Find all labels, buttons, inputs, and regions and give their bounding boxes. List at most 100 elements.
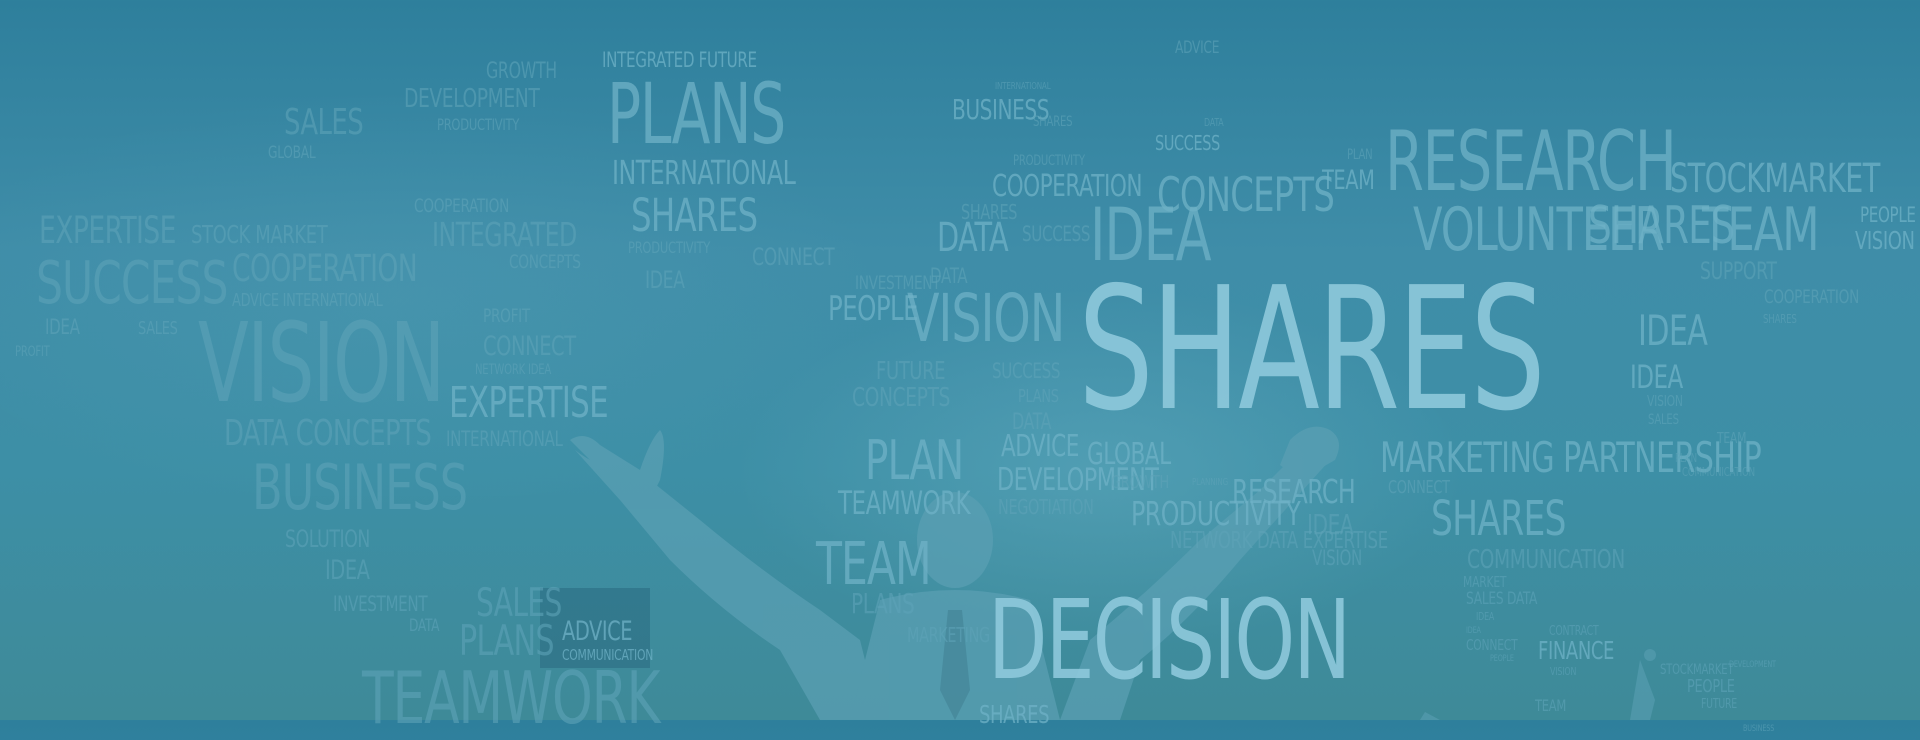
right-hand: [1280, 426, 1339, 480]
cloud-word: PEOPLE: [828, 289, 919, 329]
cloud-word: VISION: [1550, 665, 1577, 678]
cloud-word: EXPERTISE: [39, 209, 176, 252]
cloud-word: TEAM: [1535, 696, 1567, 715]
cloud-word: SALES DATA: [1466, 589, 1538, 609]
cloud-word: TEAM: [1702, 195, 1820, 265]
cloud-word: PEOPLE: [1860, 203, 1916, 227]
cloud-word: PROFIT: [15, 344, 50, 360]
cloud-word: SUCCESS: [36, 248, 228, 317]
cloud-word: TEAMWORK: [362, 656, 660, 740]
cloud-word: BUSINESS: [252, 451, 468, 524]
cloud-word: FINANCE: [1538, 636, 1615, 665]
cloud-word: PLAN: [1675, 451, 1697, 465]
cloud-word: RESEARCH: [1232, 472, 1356, 511]
cloud-word: PLAN: [865, 429, 964, 492]
cloud-word: TEAM: [816, 529, 932, 598]
cloud-word: SUCCESS: [1155, 131, 1220, 155]
cloud-word: INTERNATIONAL: [612, 153, 796, 192]
cloud-word: SALES: [476, 581, 562, 626]
cloud-word: GLOBAL: [1087, 437, 1171, 472]
cloud-word: SHARES: [1033, 114, 1073, 130]
cloud-word: PEOPLE: [1490, 654, 1514, 664]
cloud-word: INVESTMENT: [855, 272, 941, 294]
cloud-word: CONCEPTS: [509, 251, 581, 273]
cloud-word: MARKETING: [907, 623, 990, 647]
cloud-word: PLANS: [607, 65, 786, 163]
cloud-word: COMMUNICATION: [1682, 465, 1755, 479]
cloud-word: SHARES: [961, 200, 1018, 224]
cloud-word: STOCK MARKET: [191, 220, 328, 249]
right-arm: [1060, 446, 1330, 720]
cloud-word: DATA: [1204, 116, 1224, 129]
tie: [940, 610, 970, 720]
cloud-word: SUCCESS: [992, 359, 1061, 383]
cloud-word: SHARES: [1078, 251, 1546, 449]
cloud-word: BUSINESS: [1743, 724, 1775, 734]
cloud-word: NEGOTIATION: [998, 495, 1094, 519]
cloud-word: VISION: [1647, 392, 1683, 410]
cloud-word: RESEARCH: [1385, 113, 1677, 210]
cloud-word: IDEA: [45, 315, 80, 339]
cloud-word: ADVICE: [1175, 38, 1220, 58]
cloud-word: ADVICE: [1001, 429, 1079, 464]
cloud-word: IDEA: [325, 555, 370, 586]
small-figure-2: [1420, 712, 1440, 720]
cloud-word: SHARES: [1431, 491, 1566, 547]
cloud-word: COMMUNICATION: [1467, 545, 1625, 575]
cloud-word: DATA: [930, 264, 968, 288]
cloud-word: CONCEPTS: [852, 383, 950, 413]
cloud-word: SUCCESS: [1022, 222, 1091, 246]
cloud-word: INVESTMENT: [333, 592, 428, 616]
cloud-word: PLAN: [1347, 147, 1373, 163]
cloud-word: SHARES: [631, 189, 758, 242]
cloud-word: CONNECT: [483, 331, 576, 362]
cloud-word: DECISION: [988, 576, 1351, 704]
tablet: [540, 588, 650, 668]
cloud-word: SALES: [1648, 412, 1679, 428]
cloud-word: IDEA: [1476, 610, 1495, 623]
cloud-word: STOCKMARKET: [1660, 662, 1734, 678]
small-figure-head: [1644, 649, 1656, 661]
cloud-word: VISION: [1312, 546, 1363, 570]
cloud-word: IDEA: [1307, 508, 1354, 541]
cloud-word: SHARES: [1763, 312, 1797, 326]
cloud-word: FUTURE: [1701, 697, 1737, 712]
businessman-silhouette: [540, 426, 1656, 720]
cloud-word: INTEGRATED: [432, 215, 577, 254]
cloud-word: INTERNATIONAL: [446, 427, 563, 451]
cloud-word: VISION: [907, 280, 1065, 357]
cloud-word: TEAM: [1717, 429, 1747, 447]
cloud-word: COOPERATION: [414, 195, 510, 217]
cloud-word: INTERNATIONAL: [995, 81, 1051, 92]
cloud-word: CONNECT: [752, 243, 835, 271]
cloud-word: ADVICE: [562, 616, 633, 647]
cloud-word: NETWORK IDEA: [475, 362, 552, 378]
cloud-word: FUTURE: [876, 356, 946, 385]
cloud-word: DATA: [409, 616, 440, 636]
cloud-word: COOPERATION: [232, 247, 418, 290]
cloud-word: ADVICE INTERNATIONAL: [232, 290, 383, 311]
cloud-word: PLANS: [851, 587, 915, 620]
cloud-word: CONNECT: [1466, 636, 1518, 654]
cloud-word: IDEA: [1638, 306, 1708, 355]
left-arm: [575, 450, 880, 720]
cloud-word: IDEA: [1090, 193, 1212, 278]
cloud-word: IDEA: [645, 266, 685, 294]
cloud-word: TEAM: [1322, 165, 1375, 196]
cloud-word: COOPERATION: [992, 169, 1143, 204]
cloud-word: VOLUNTEER: [1413, 195, 1664, 265]
cloud-word: NETWORK DATA EXPERTISE: [1170, 528, 1388, 554]
cloud-word: PRODUCTIVITY: [1013, 153, 1085, 169]
cloud-word: SUPPORT: [1700, 257, 1777, 285]
cloud-word: DEVELOPMENT: [1729, 660, 1776, 670]
cloud-word: CONCEPTS: [1157, 168, 1335, 223]
cloud-word: COMMUNICATION: [562, 646, 654, 664]
cloud-word: DATA: [937, 215, 1009, 261]
cloud-word: DEVELOPMENT: [404, 84, 540, 114]
cloud-word: DEVELOPMENT: [997, 462, 1159, 498]
cloud-word: BUSINESS: [952, 93, 1050, 126]
cloud-word: VISION: [198, 299, 445, 427]
cloud-word: PROFIT: [483, 305, 530, 327]
left-hand: [570, 430, 664, 500]
cloud-word: INTEGRATED FUTURE: [602, 48, 757, 72]
